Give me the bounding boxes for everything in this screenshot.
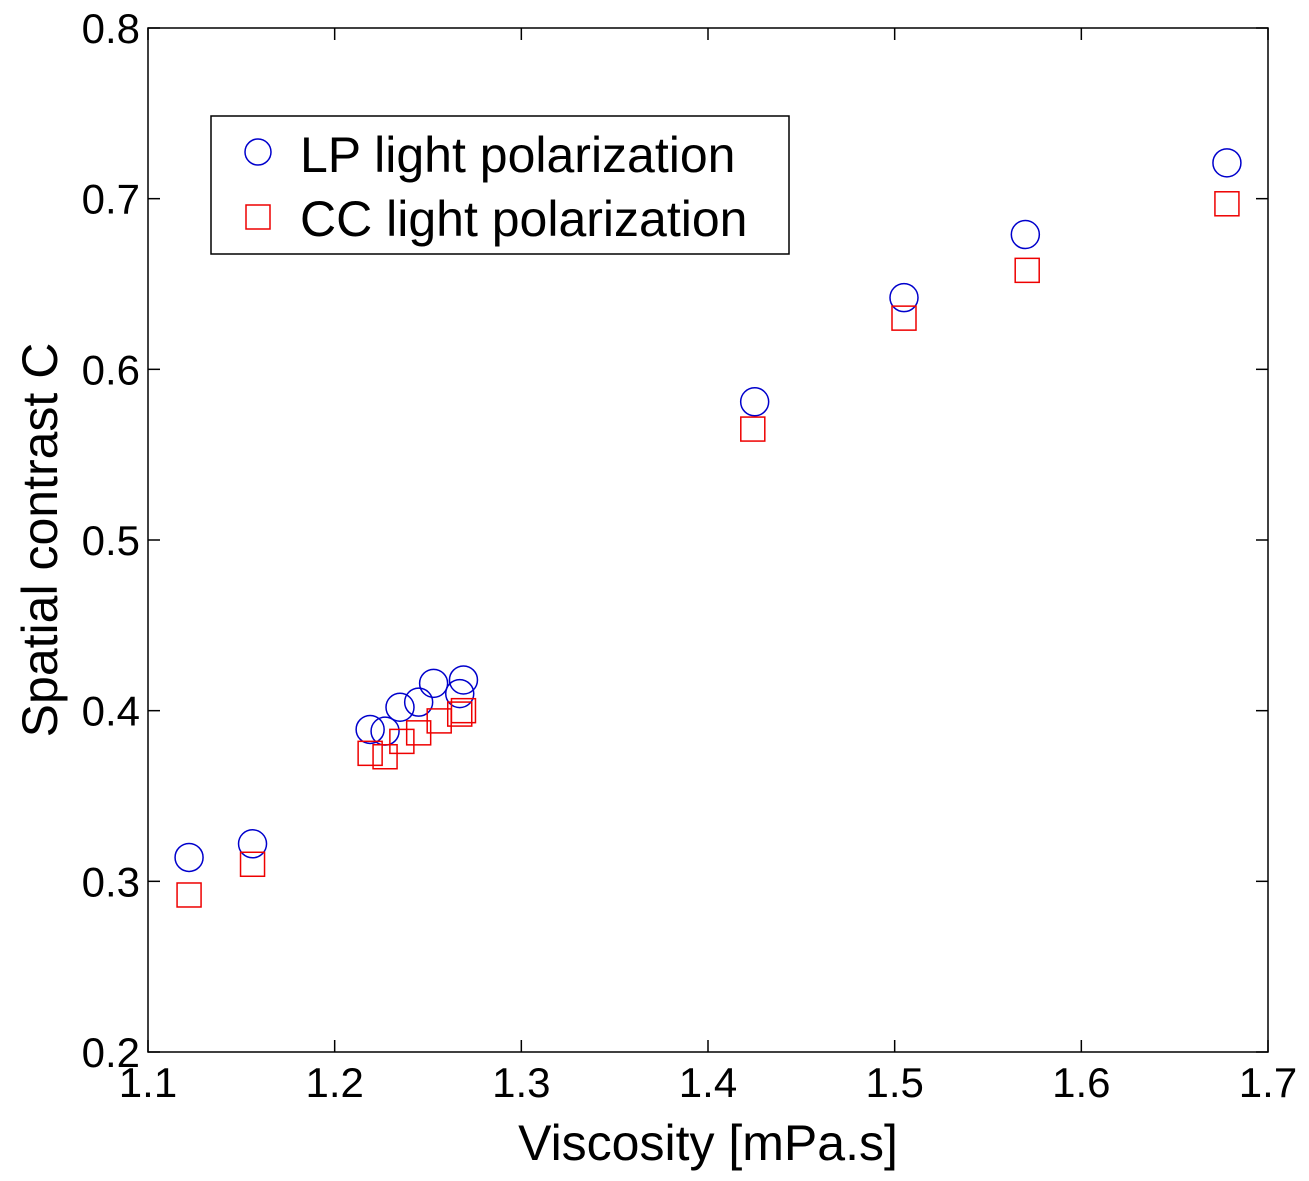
- cc-point: [1014, 257, 1040, 284]
- cc-point: [446, 701, 473, 727]
- lp-point: [403, 687, 434, 717]
- y-axis-title: Spatial contrast C: [12, 343, 68, 738]
- axis-ticks: [147, 27, 1269, 1053]
- lp-point: [418, 668, 449, 699]
- lp-point: [385, 692, 415, 723]
- cc-point: [1214, 191, 1240, 217]
- x-tick-labels: 1.1 1.2 1.3 1.4 1.5 1.6 1.7: [119, 1059, 1297, 1106]
- x-axis-title: Viscosity [mPa.s]: [518, 1115, 898, 1171]
- x-tick-label: 1.6: [1052, 1059, 1110, 1106]
- x-tick-label: 1.1: [119, 1059, 177, 1106]
- lp-point: [1010, 219, 1041, 250]
- lp-point: [444, 678, 475, 709]
- y-tick-label: 0.7: [82, 176, 140, 223]
- x-tick-label: 1.7: [1239, 1059, 1297, 1106]
- cc-point: [450, 697, 477, 724]
- lp-point: [355, 714, 385, 745]
- cc-point: [740, 416, 766, 442]
- legend-cc-label: CC light polarization: [300, 191, 747, 247]
- cc-point: [357, 740, 383, 767]
- legend-cc-marker: [245, 204, 271, 230]
- y-tick-labels: 0.2 0.3 0.4 0.5 0.6 0.7 0.8: [82, 5, 140, 1076]
- x-tick-label: 1.4: [679, 1059, 737, 1106]
- y-tick-label: 0.2: [82, 1029, 140, 1076]
- x-tick-label: 1.5: [865, 1059, 923, 1106]
- lp-point: [174, 842, 204, 873]
- lp-point: [237, 829, 268, 859]
- lp-point: [739, 387, 770, 417]
- y-tick-label: 0.4: [82, 688, 140, 735]
- cc-point: [389, 728, 415, 755]
- legend: LP light polarization CC light polarizat…: [210, 115, 790, 255]
- cc-point: [372, 743, 398, 770]
- legend-lp-marker: [244, 138, 272, 166]
- lp-point: [889, 282, 919, 313]
- cc-point: [176, 882, 202, 908]
- x-tick-label: 1.3: [492, 1059, 550, 1106]
- y-tick-label: 0.8: [82, 5, 140, 52]
- lp-point: [1212, 148, 1242, 178]
- lp-point: [448, 665, 479, 695]
- cc-point: [239, 851, 266, 878]
- cc-point: [891, 305, 917, 331]
- y-tick-label: 0.3: [82, 858, 140, 905]
- y-tick-label: 0.5: [82, 517, 140, 564]
- y-tick-label: 0.6: [82, 346, 140, 393]
- x-tick-label: 1.2: [305, 1059, 363, 1106]
- legend-lp-label: LP light polarization: [300, 127, 735, 183]
- data-markers: [174, 148, 1242, 908]
- legend-box: [210, 115, 790, 255]
